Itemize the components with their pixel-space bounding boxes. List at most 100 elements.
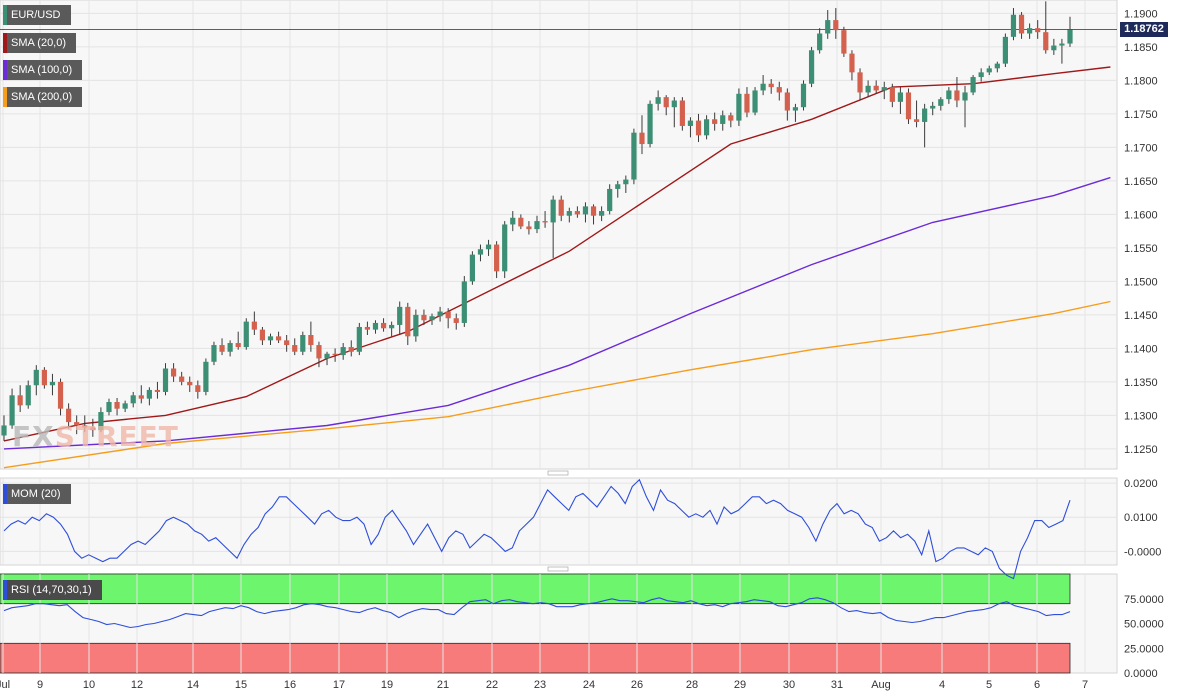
momentum-panel xyxy=(0,477,1118,566)
candle-down xyxy=(913,119,920,122)
price-tick-label: 1.1800 xyxy=(1124,75,1158,87)
candle-down xyxy=(17,395,23,406)
mom-tick-label: 0.0200 xyxy=(1124,478,1158,490)
candle-up xyxy=(356,326,362,352)
candle-up xyxy=(243,321,249,348)
legend-sma100[interactable]: SMA (100,0) xyxy=(3,60,83,80)
x-tick-label: 10 xyxy=(83,679,95,691)
candle-up xyxy=(825,20,831,34)
panel-splitter-handle xyxy=(547,566,569,572)
candle-up xyxy=(736,93,742,121)
x-tick-label: 15 xyxy=(235,679,247,691)
candle-down xyxy=(405,306,411,337)
candle-down xyxy=(849,53,855,73)
candle-down xyxy=(170,368,177,377)
x-tick-label: 21 xyxy=(437,679,449,691)
price-panel xyxy=(0,0,1118,470)
sma200-line xyxy=(3,300,1111,469)
candle-down xyxy=(768,83,774,88)
candle-down xyxy=(154,389,161,392)
x-tick-label: 26 xyxy=(631,679,643,691)
candle-up xyxy=(566,211,572,216)
candle-up xyxy=(1027,28,1033,34)
candle-up xyxy=(865,85,871,93)
candle-down xyxy=(292,345,298,352)
candle-up xyxy=(33,369,39,386)
candle-down xyxy=(574,211,580,215)
legend-sma200[interactable]: SMA (200,0) xyxy=(3,87,83,107)
candle-down xyxy=(308,335,314,346)
legend-eurusd[interactable]: EUR/USD xyxy=(3,5,71,25)
candle-down xyxy=(187,381,193,386)
price-tick-label: 1.1850 xyxy=(1124,42,1158,54)
candle-down xyxy=(316,345,322,359)
indicator-lines xyxy=(3,478,1071,629)
price-tick-label: 1.1900 xyxy=(1124,8,1158,20)
candle-down xyxy=(66,408,72,423)
x-tick-label: 7 xyxy=(1082,679,1088,691)
price-tick-label: 1.1400 xyxy=(1124,343,1158,355)
candle-up xyxy=(1010,14,1017,37)
candle-up xyxy=(930,105,936,109)
rsi-tick-label: 75.0000 xyxy=(1124,594,1164,606)
legend-rsi[interactable]: RSI (14,70,30,1) xyxy=(3,580,102,600)
chart-panels xyxy=(0,0,1118,674)
candle-up xyxy=(300,335,306,352)
rsi-overbought-zone xyxy=(0,573,1071,605)
x-tick-label: Aug xyxy=(871,679,891,691)
candle-down xyxy=(82,425,88,428)
price-tick-label: 1.1700 xyxy=(1124,142,1158,154)
price-tick-label: 1.1500 xyxy=(1124,276,1158,288)
candle-down xyxy=(235,343,241,348)
x-tick-label: 12 xyxy=(131,679,143,691)
candle-up xyxy=(1,425,7,436)
candle-down xyxy=(219,345,225,352)
candle-up xyxy=(792,107,799,111)
candle-up xyxy=(671,100,677,108)
watermark-fx: FX xyxy=(12,420,55,453)
candle-up xyxy=(146,389,152,399)
candle-down xyxy=(833,20,839,31)
candle-up xyxy=(631,132,637,180)
candle-up xyxy=(970,77,976,93)
candle-down xyxy=(251,321,257,330)
rsi-tick-label: 50.0000 xyxy=(1124,619,1164,631)
legend-mom[interactable]: MOM (20) xyxy=(3,484,71,504)
candle-up xyxy=(397,306,403,325)
candle-down xyxy=(284,340,290,346)
candle-down xyxy=(114,402,120,409)
candle-down xyxy=(873,85,879,91)
candle-up xyxy=(203,361,209,392)
x-tick-label: 6 xyxy=(1034,679,1040,691)
candle-down xyxy=(380,322,387,329)
x-tick-label: 31 xyxy=(831,679,843,691)
candle-up xyxy=(1059,43,1065,46)
legend-sma20[interactable]: SMA (20,0) xyxy=(3,33,77,53)
legend-mom-label: MOM (20) xyxy=(11,488,61,500)
candle-down xyxy=(421,314,427,321)
candle-up xyxy=(49,381,56,386)
x-tick-label: 30 xyxy=(783,679,795,691)
x-tick-label: 23 xyxy=(534,679,546,691)
candle-down xyxy=(712,119,718,124)
candle-up xyxy=(946,90,952,100)
x-tick-label: 17 xyxy=(333,679,345,691)
candle-up xyxy=(897,92,904,102)
candle-down xyxy=(558,199,564,216)
candle-down xyxy=(695,120,702,136)
mom-line xyxy=(3,478,1071,580)
candle-down xyxy=(526,226,532,230)
legend-sma200-label: SMA (200,0) xyxy=(11,91,73,103)
legend-sma20-label: SMA (20,0) xyxy=(11,37,67,49)
candle-down xyxy=(663,97,669,108)
candle-up xyxy=(510,217,516,225)
candle-down xyxy=(857,72,863,93)
fxstreet-watermark: FXSTREET xyxy=(12,420,179,453)
x-tick-label: 24 xyxy=(583,679,595,691)
candle-up xyxy=(130,395,136,404)
candle-down xyxy=(744,93,750,113)
x-tick-label: 9 xyxy=(37,679,43,691)
candle-down xyxy=(889,87,895,102)
candle-down xyxy=(1043,32,1049,51)
